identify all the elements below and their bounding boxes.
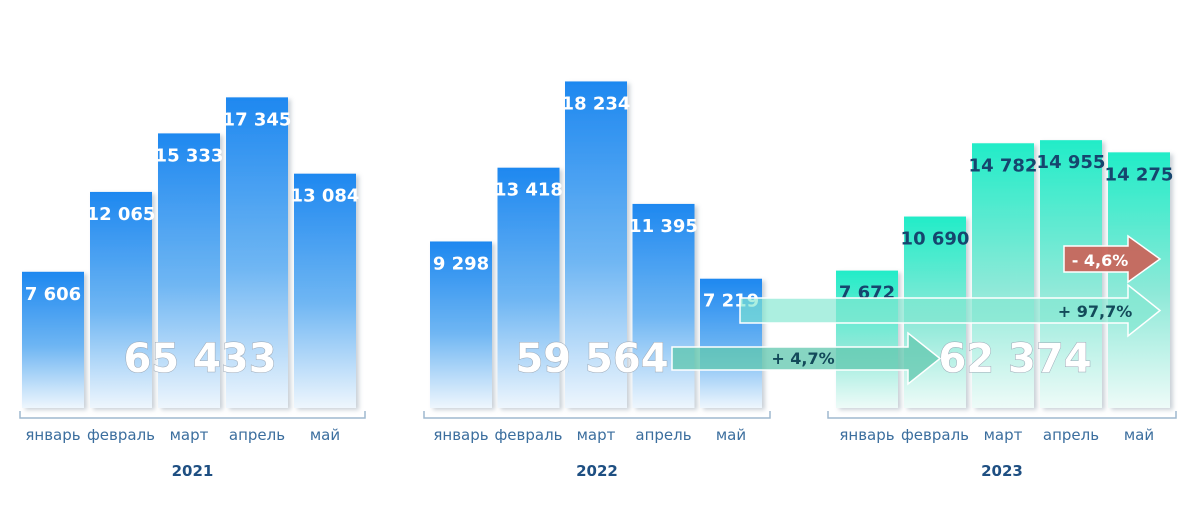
axis-bracket xyxy=(423,411,771,419)
value-label: 17 345 xyxy=(223,109,292,130)
change-label-2: + 97,7% xyxy=(1058,302,1132,321)
bar-2022-4 xyxy=(632,203,695,408)
bar-2022-1 xyxy=(430,241,492,408)
value-label: 14 782 xyxy=(969,155,1038,176)
month-label: апрель xyxy=(1043,426,1099,444)
year-label: 2023 xyxy=(981,462,1023,480)
year-label: 2021 xyxy=(172,462,214,480)
total-2021: 65 433 xyxy=(123,336,276,382)
bar-2021-4 xyxy=(226,97,288,409)
month-label: март xyxy=(170,426,209,444)
value-label: 18 234 xyxy=(562,93,631,114)
bar-2022-3 xyxy=(565,81,627,408)
value-label: 15 333 xyxy=(155,145,224,166)
month-label: январь xyxy=(25,426,80,444)
month-label: апрель xyxy=(635,426,691,444)
chart-2021: 7 606 12 065 15 333 17 345 13 084 65 433 январ… xyxy=(19,97,366,480)
month-label: май xyxy=(310,426,340,444)
change-label-3: - 4,6% xyxy=(1072,251,1129,270)
bar-2021-3 xyxy=(158,133,220,408)
change-arrow-2 xyxy=(739,283,1162,338)
value-label: 10 690 xyxy=(901,229,970,250)
month-label: май xyxy=(1124,426,1154,444)
value-label: 11 395 xyxy=(629,216,698,237)
change-arrow-1 xyxy=(671,331,942,386)
change-label-1: + 4,7% xyxy=(771,349,834,368)
month-label: апрель xyxy=(229,426,285,444)
total-2023: 62 374 xyxy=(938,336,1091,382)
bar-2023-5 xyxy=(1108,152,1170,408)
month-label: май xyxy=(716,426,746,444)
month-label: февраль xyxy=(901,426,969,444)
bar-2023-4 xyxy=(1040,140,1102,408)
value-label: 14 275 xyxy=(1105,164,1174,185)
month-label: март xyxy=(577,426,616,444)
value-label: 12 065 xyxy=(87,204,156,225)
value-label: 13 084 xyxy=(291,186,360,207)
bar-2021-5 xyxy=(294,173,356,408)
month-label: март xyxy=(984,426,1023,444)
month-label: январь xyxy=(433,426,488,444)
total-2022: 59 564 xyxy=(515,336,668,382)
value-label: 13 418 xyxy=(494,180,563,201)
bar-2023-3 xyxy=(972,143,1034,408)
bar-2021-1 xyxy=(22,271,84,408)
month-label: февраль xyxy=(494,426,562,444)
change-arrow-3 xyxy=(1063,234,1162,284)
value-label: 7 606 xyxy=(25,284,81,305)
bar-2021-2 xyxy=(90,191,152,408)
year-label: 2022 xyxy=(576,462,618,480)
axis-bracket xyxy=(827,411,1177,419)
axis-bracket xyxy=(19,411,366,419)
month-label: январь xyxy=(839,426,894,444)
value-label: 9 298 xyxy=(433,253,489,274)
bar-2023-1 xyxy=(836,270,898,408)
bar-2022-2 xyxy=(497,167,560,408)
month-label: февраль xyxy=(87,426,155,444)
value-label: 14 955 xyxy=(1037,152,1106,173)
